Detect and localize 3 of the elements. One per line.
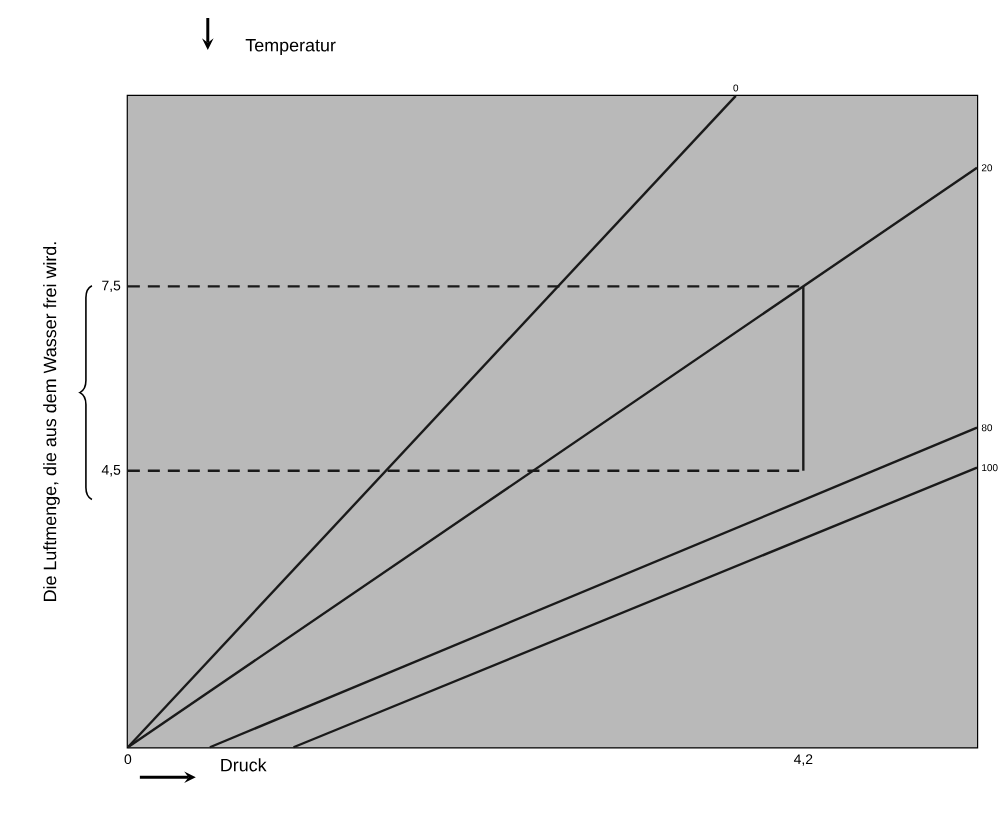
- x-axis-title: Druck: [221, 758, 267, 772]
- text: Temperatur: [245, 39, 336, 56]
- y-axis-title: Die Luftmenge, die aus dem Wasser frei wird.: [43, 242, 60, 602]
